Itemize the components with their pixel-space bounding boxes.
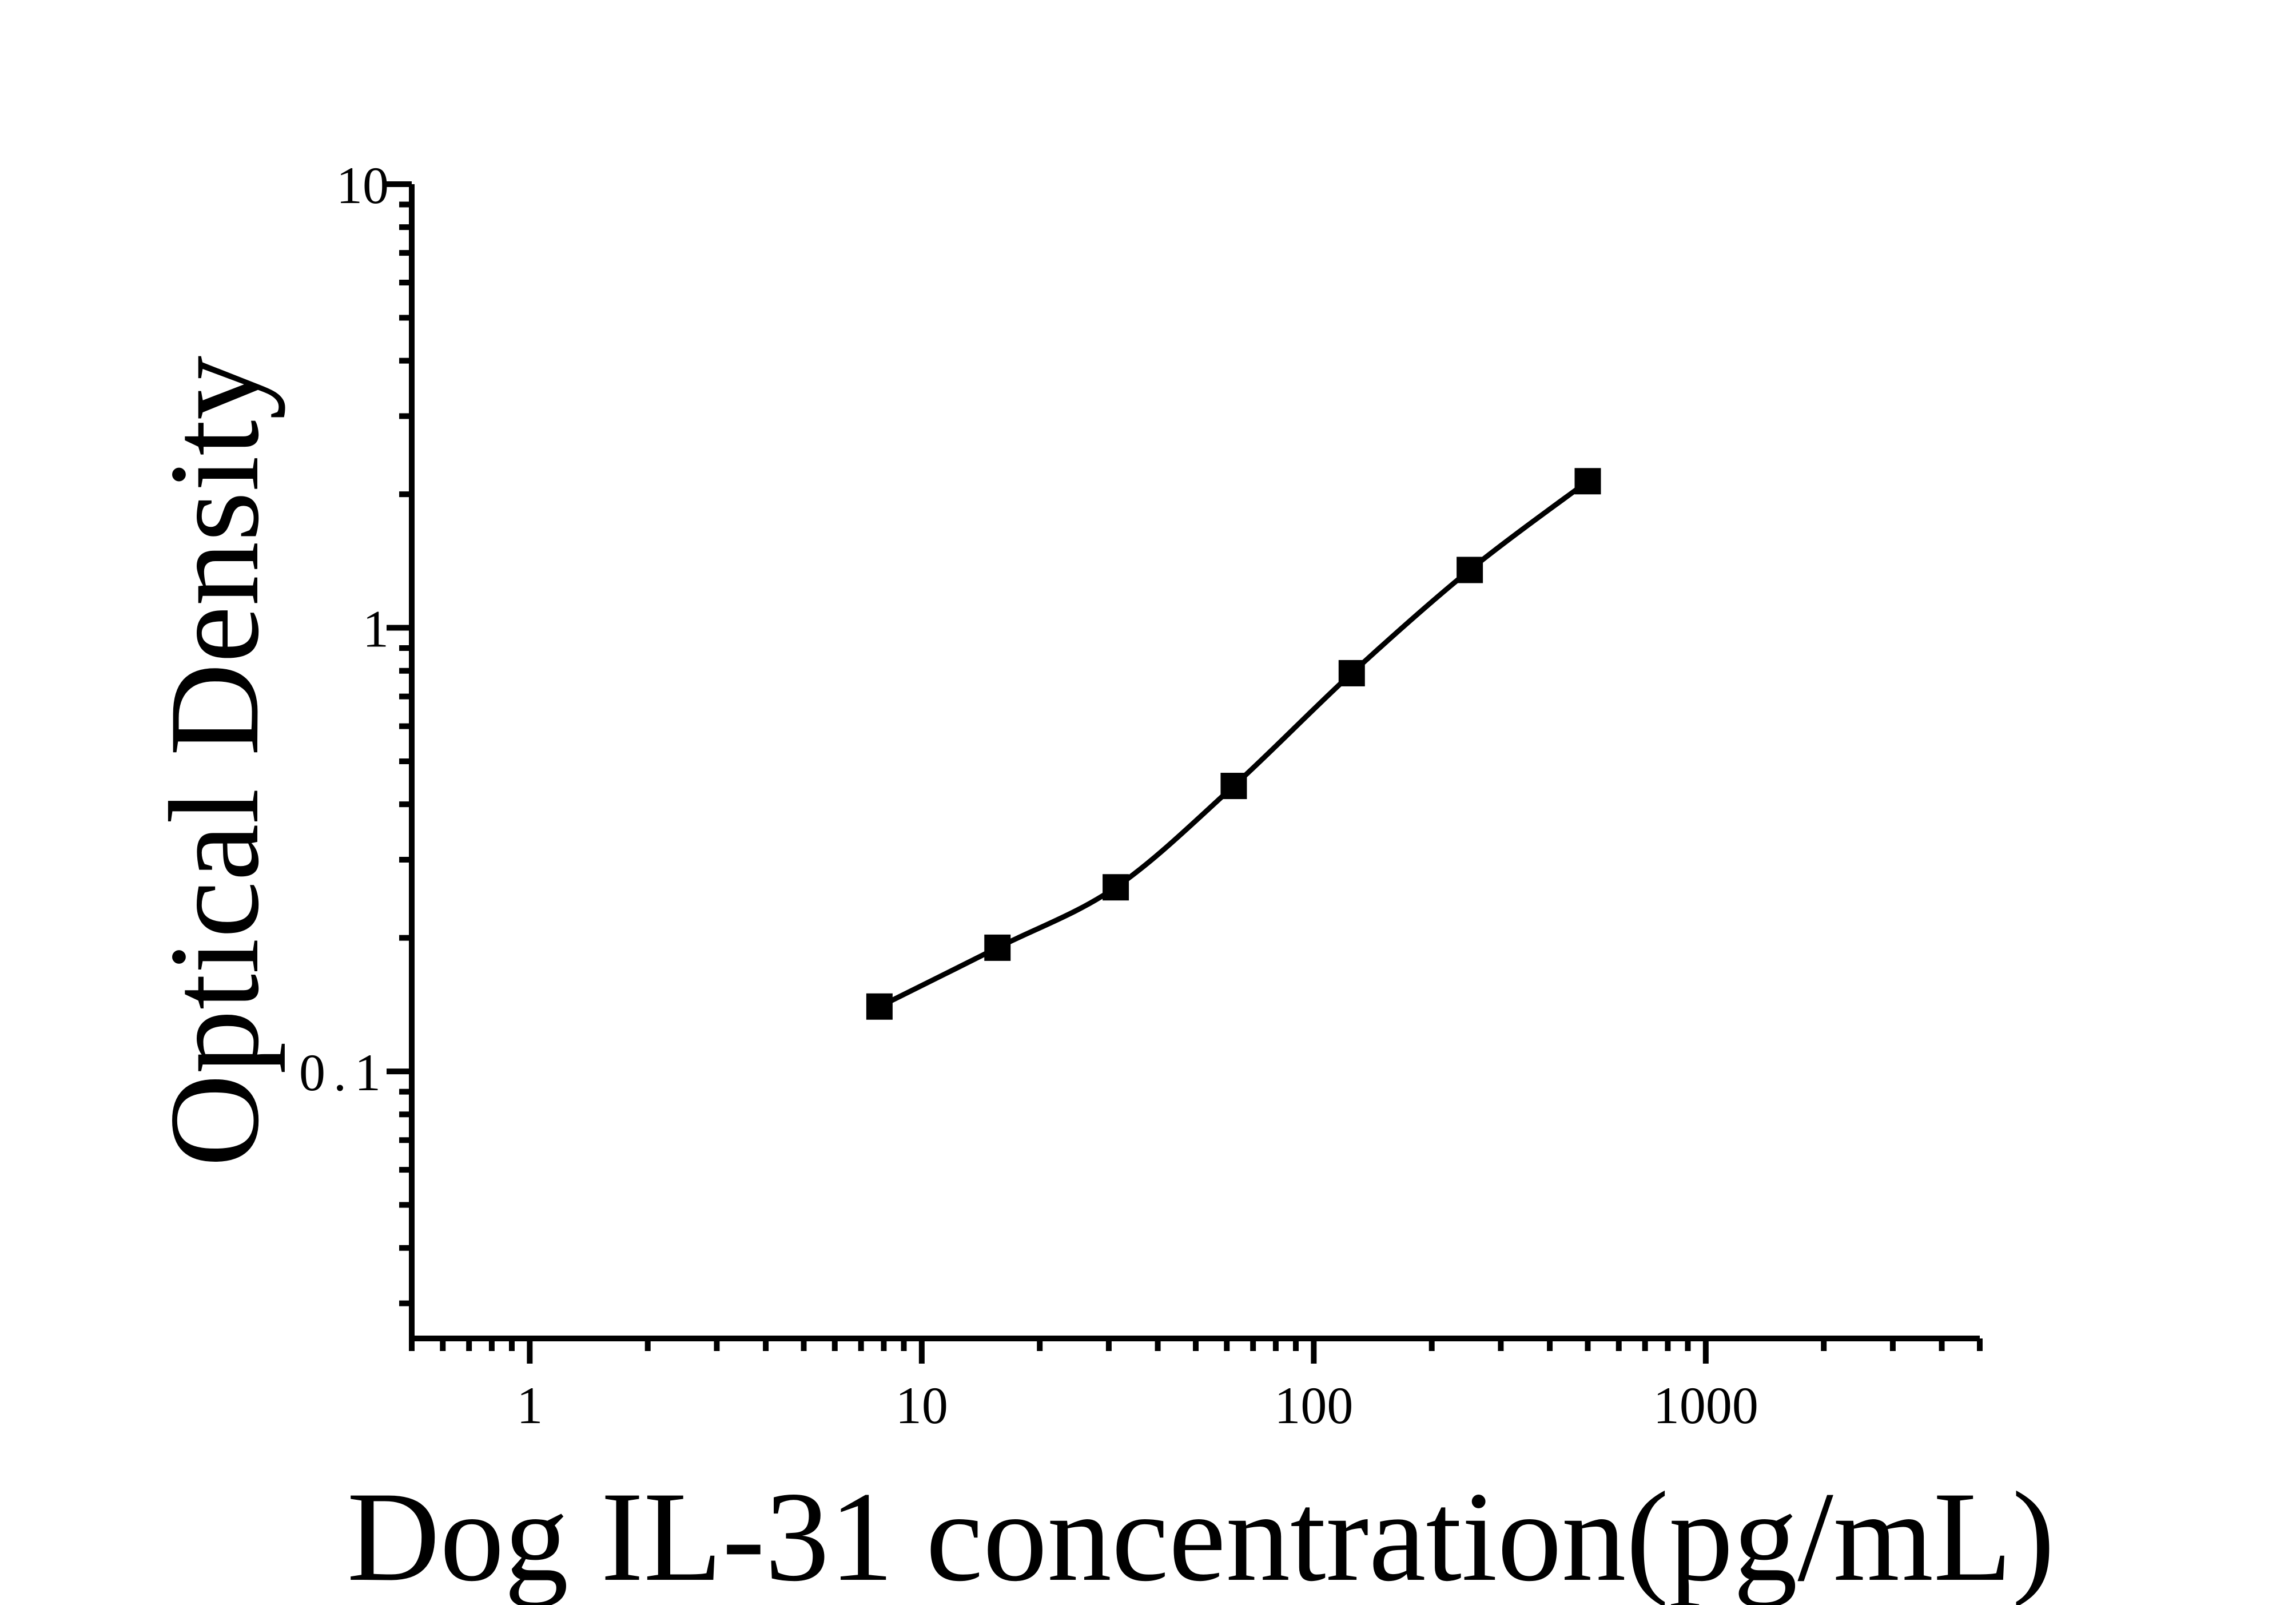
y-axis-title: Optical Density	[142, 356, 285, 1167]
x-axis-ticks	[409, 1338, 1983, 1364]
y-axis-ticks	[387, 181, 412, 1306]
axes-spines	[409, 184, 1980, 1341]
x-axis-tick-labels: 1 10 100 1000	[516, 1376, 1758, 1435]
x-axis-title: Dog IL-31 concentration(pg/mL)	[347, 1465, 2055, 1605]
plot-area	[412, 184, 1980, 1338]
data-point-marker	[984, 934, 1011, 961]
data-point-marker	[1220, 773, 1247, 800]
x-tick-label: 1000	[1653, 1376, 1758, 1435]
x-tick-label: 1	[516, 1376, 543, 1435]
y-tick-label: 10	[336, 156, 389, 214]
data-point-marker	[866, 993, 893, 1020]
y-axis-tick-labels: 10 1 0.1	[299, 156, 389, 1102]
y-tick-label: 0.1	[299, 1043, 389, 1102]
data-point-marker	[1457, 557, 1483, 583]
data-point-marker	[1574, 468, 1601, 495]
x-tick-label: 10	[896, 1376, 948, 1435]
y-tick-label: 1	[363, 600, 389, 658]
data-point-marker	[1338, 660, 1365, 686]
data-point-marker	[1103, 874, 1129, 901]
data-points	[866, 468, 1601, 1020]
x-tick-label: 100	[1274, 1376, 1353, 1435]
